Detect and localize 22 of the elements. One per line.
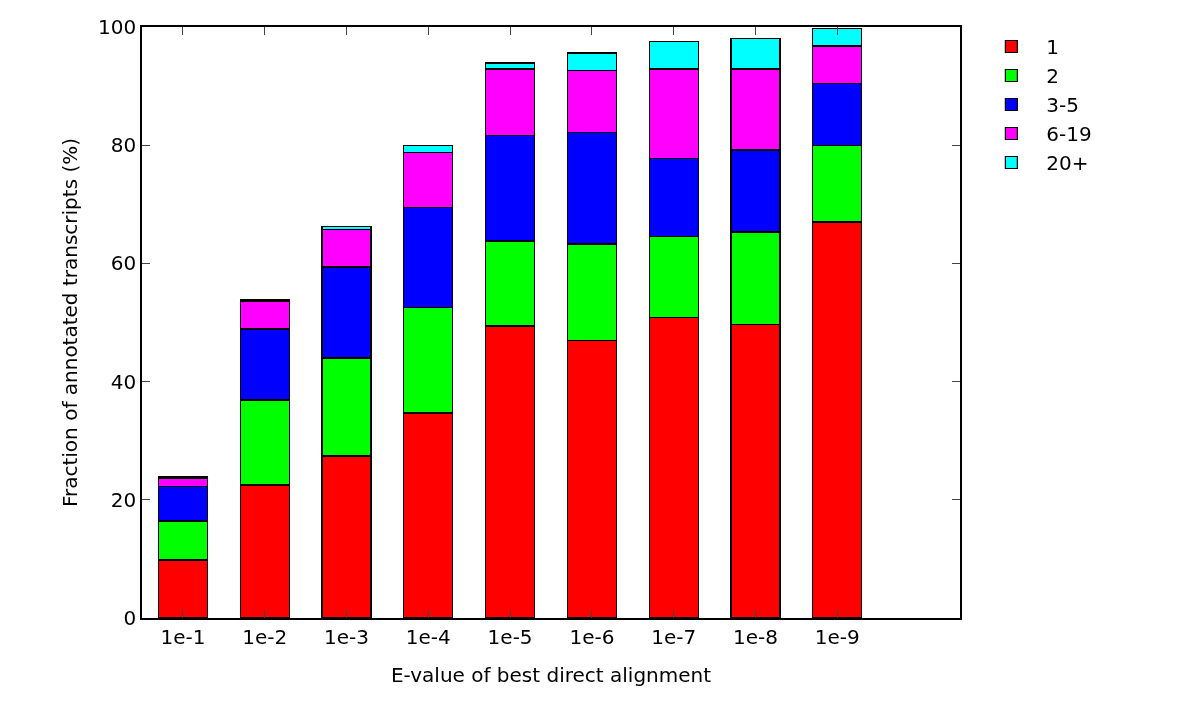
y-tick-label: 80	[110, 133, 137, 158]
x-tick-label: 1e-8	[733, 624, 778, 649]
x-tick-label: 1e-9	[814, 624, 860, 649]
y-axis-title: Fraction of annotated transcripts (%)	[58, 137, 83, 508]
legend-label: 6-19	[1046, 122, 1092, 147]
y-tick-label: 40	[110, 369, 137, 394]
legend-label: 3-5	[1046, 93, 1080, 118]
y-tick-label: 20	[110, 487, 137, 512]
x-tick-label: 1e-7	[651, 624, 697, 649]
y-tick-label: 100	[98, 15, 137, 39]
legend-label: 20+	[1046, 151, 1089, 176]
x-tick-label: 1e-1	[160, 624, 206, 649]
x-tick-label: 1e-3	[324, 624, 369, 649]
x-tick-label: 1e-4	[405, 624, 451, 649]
x-axis-title: E-value of best direct alignment	[390, 662, 712, 687]
legend-label: 1	[1046, 35, 1060, 60]
x-tick-label: 1e-6	[569, 624, 615, 649]
y-tick-label: 0	[123, 606, 137, 630]
legend-label: 2	[1046, 64, 1060, 89]
y-tick-label: 60	[110, 251, 137, 276]
x-tick-label: 1e-2	[242, 624, 288, 649]
x-tick-label: 1e-5	[487, 624, 533, 649]
